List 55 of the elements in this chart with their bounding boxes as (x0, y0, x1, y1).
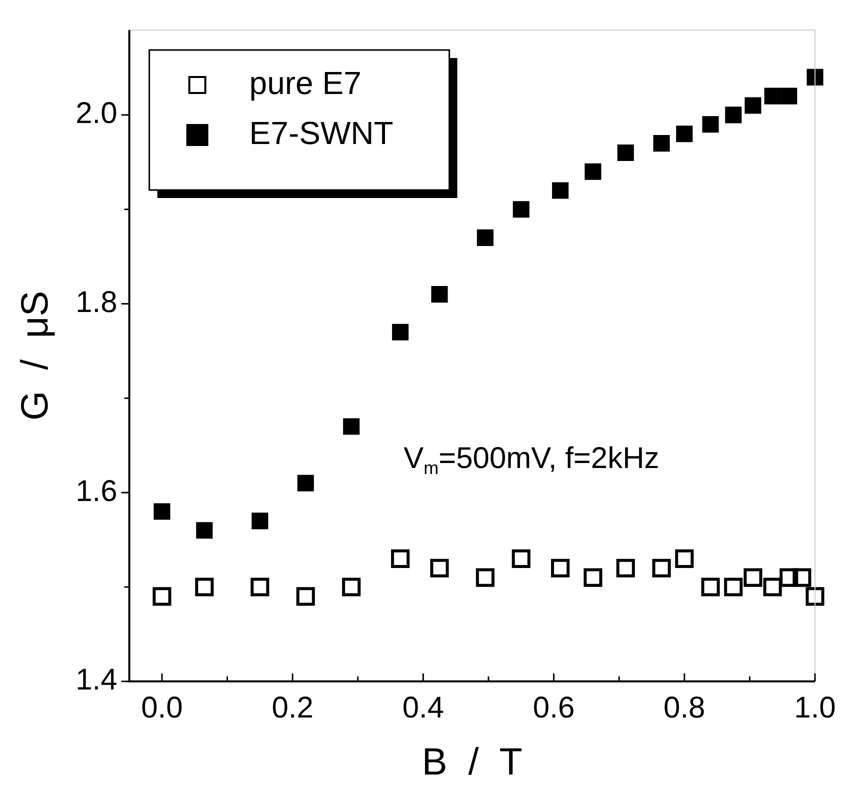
point (154, 503, 170, 520)
point (431, 286, 448, 303)
x-tick-label: 0.8 (664, 692, 706, 725)
point (551, 558, 570, 578)
point (806, 68, 824, 86)
point (297, 474, 314, 492)
point (391, 549, 410, 568)
point (744, 568, 762, 587)
point (653, 135, 670, 152)
point (675, 549, 694, 568)
point (780, 88, 798, 104)
point (552, 182, 569, 199)
y-tick-label: 1.4 (76, 664, 118, 697)
point (702, 116, 719, 133)
point (616, 558, 635, 578)
point (476, 568, 494, 587)
y-tick-label: 1.6 (76, 474, 118, 508)
x-tick-label: 0.0 (141, 692, 183, 725)
point (343, 418, 360, 435)
point (584, 568, 602, 587)
y-axis-title: G / μS (14, 290, 56, 420)
point (430, 558, 449, 578)
x-tick-label: 1.0 (794, 692, 836, 725)
point (617, 144, 634, 162)
x-axis-title: B / T (422, 742, 522, 784)
point (195, 578, 214, 596)
y-tick-label: 1.8 (76, 286, 118, 320)
point (764, 88, 781, 104)
y-tick-label: 2.0 (76, 97, 118, 130)
point (806, 587, 824, 606)
point (196, 522, 213, 539)
legend-label: pure E7 (249, 64, 362, 101)
point (744, 97, 762, 114)
point (676, 126, 693, 142)
point (476, 229, 494, 246)
point (724, 578, 743, 596)
point (250, 578, 270, 596)
point (392, 324, 409, 340)
point (584, 163, 602, 180)
point (652, 558, 671, 578)
point (725, 106, 742, 124)
point (152, 587, 172, 606)
legend-label: E7-SWNT (249, 114, 394, 151)
point (296, 587, 315, 606)
point (512, 201, 530, 218)
point (792, 568, 812, 587)
x-tick-label: 0.4 (402, 692, 444, 725)
point (780, 568, 798, 587)
point (763, 578, 782, 596)
point (701, 578, 720, 596)
x-tick-label: 0.6 (532, 692, 575, 725)
point (342, 578, 361, 596)
x-tick-label: 0.2 (272, 692, 314, 725)
point (252, 512, 268, 530)
point (512, 549, 530, 568)
